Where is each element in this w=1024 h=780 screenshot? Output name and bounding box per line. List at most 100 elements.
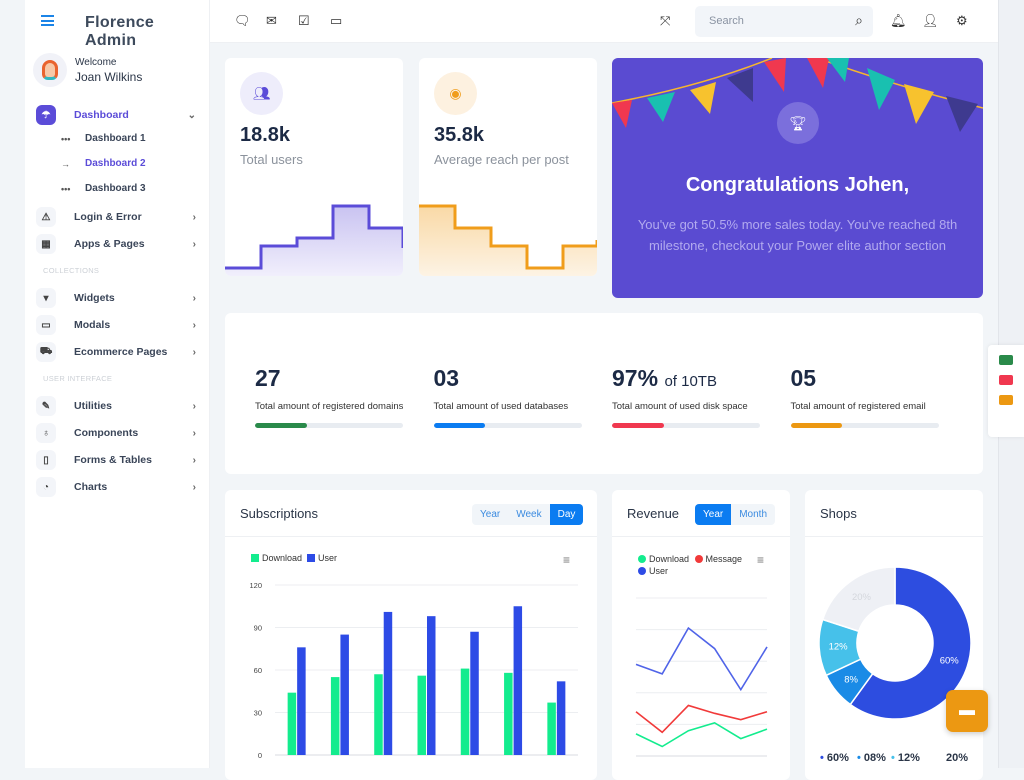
chart-legend: Download Message User [638, 553, 758, 577]
file-icon: ▯ [36, 450, 56, 470]
grid-icon: ▦ [36, 234, 56, 254]
sidebar-item-apps-pages[interactable]: ▦ Apps & Pages › [36, 233, 196, 255]
bar-download [547, 702, 556, 755]
stat-progress-bar [255, 423, 403, 428]
sidebar-item-label: Components [74, 427, 139, 439]
subscriptions-card: Subscriptions Year Week Day Download User … [225, 490, 597, 780]
money-icon[interactable] [999, 355, 1013, 365]
stat-value: 05 [790, 365, 817, 391]
stat-progress-bar [790, 423, 939, 428]
users-sparkline [225, 204, 403, 276]
legend-download[interactable]: Download [649, 554, 690, 564]
mail-icon[interactable]: ✉ [266, 13, 277, 28]
tab-week[interactable]: Week [516, 509, 542, 520]
stat-progress-bar [433, 423, 582, 428]
line-download [635, 721, 768, 748]
banner-title: Congratulations Johen, [685, 174, 910, 196]
legend-user[interactable]: User [318, 553, 338, 563]
revenue-card: Revenue Year Month Download Message User … [612, 490, 790, 780]
revenue-line-chart [635, 597, 768, 757]
chevron-down-icon: ⌄ [187, 109, 196, 121]
bar-user [297, 647, 306, 755]
card-title: Revenue [627, 506, 680, 521]
calendar-icon[interactable]: ▭ [330, 13, 343, 28]
sidebar-item-charts[interactable]: ◔ Charts › [36, 476, 196, 498]
sidebar-item-components[interactable]: ♁ Components › [36, 422, 196, 444]
sidebar-subitem-dashboard-3[interactable]: ••• Dashboard 3 [61, 183, 146, 194]
edit-icon: ✎ [36, 396, 56, 416]
fullscreen-icon[interactable]: ⤧ [660, 13, 671, 28]
chevron-right-icon: › [192, 238, 196, 250]
legend-message[interactable]: Message [705, 554, 743, 564]
welcome-text: Welcome [75, 56, 117, 68]
top-header: 🗨 ✉ ☑ ▭ ⤧ Search ⌕ 🔔︎ 👤︎ ⚙ [210, 0, 998, 43]
quick-widget-panel [988, 345, 1024, 437]
stat-label: Total amount of used databases [433, 401, 569, 412]
chevron-right-icon: › [192, 292, 196, 304]
sidebar-item-dashboard[interactable]: ☂ Dashboard ⌄ [36, 104, 196, 126]
legend-download[interactable]: Download [262, 553, 303, 563]
stat-value: 27 [255, 365, 281, 391]
sidebar-item-modals[interactable]: ▭ Modals › [36, 314, 196, 336]
sidebar-item-utilities[interactable]: ✎ Utilities › [36, 395, 196, 417]
stat-suffix: of 10TB [664, 373, 717, 390]
bar-download [374, 674, 383, 755]
bunting-decoration [612, 58, 983, 132]
card-label: Total users [240, 152, 303, 167]
chevron-right-icon: › [192, 481, 196, 493]
gear-icon[interactable]: ⚙ [956, 13, 968, 28]
search-icon[interactable]: ⌕ [855, 12, 863, 28]
slice-label: 8% [844, 674, 858, 685]
folder-icon[interactable] [999, 395, 1013, 405]
image-icon[interactable] [999, 375, 1013, 385]
chart-menu-icon[interactable]: ≡ [563, 553, 571, 567]
chat-icon[interactable]: 🗨 [234, 13, 251, 28]
sidebar-item-label: Apps & Pages [74, 238, 145, 250]
stat-item: 03 Total amount of used databases [433, 365, 584, 428]
bar-download [460, 668, 470, 755]
stat-value: 03 [433, 365, 460, 391]
legend-item: • 60% [820, 752, 849, 764]
chat-button[interactable]: ▬ [946, 690, 988, 732]
sidebar-item-login-error[interactable]: ⚠ Login & Error › [36, 206, 196, 228]
search-input[interactable]: Search ⌕ [695, 6, 873, 37]
sidebar-subitem-dashboard-2[interactable]: → Dashboard 2 [61, 158, 146, 169]
line-user [635, 626, 768, 692]
revenue-period-tabs: Year Month [695, 504, 776, 525]
arrow-right-icon: → [61, 158, 70, 169]
y-tick-label: 90 [254, 624, 262, 633]
legend-user[interactable]: User [649, 566, 669, 576]
stat-label: Total amount of registered email [790, 401, 926, 412]
chart-legend: Download User [251, 553, 337, 563]
bell-icon[interactable]: 🔔︎ [890, 13, 907, 28]
chart-menu-icon[interactable]: ≡ [757, 553, 765, 567]
user-profile: Welcome Joan Wilkins [33, 53, 142, 87]
chevron-right-icon: › [192, 346, 196, 358]
sidebar-item-label: Modals [74, 319, 111, 331]
tab-month[interactable]: Month [739, 509, 768, 520]
chevron-right-icon: › [192, 427, 196, 439]
line-message [635, 704, 768, 734]
legend-item: 20% [946, 752, 969, 764]
checkbox-icon[interactable]: ☑ [298, 13, 310, 28]
slice-label: 60% [940, 656, 960, 667]
avatar[interactable] [33, 53, 67, 87]
tab-day[interactable]: Day [549, 504, 584, 525]
bar-user [340, 634, 349, 755]
sidebar-item-forms-tables[interactable]: ▯ Forms & Tables › [36, 449, 196, 471]
sidebar-item-widgets[interactable]: ▾ Widgets › [36, 287, 196, 309]
chevron-right-icon: › [192, 211, 196, 223]
warning-icon: ⚠ [36, 207, 56, 227]
chevron-right-icon: › [192, 400, 196, 412]
chat-icon: ▬ [959, 702, 975, 719]
shops-card: Shops 60% 8% 12% 20% [805, 490, 983, 780]
bar-download [330, 677, 340, 755]
user-icon[interactable]: 👤︎ [922, 13, 939, 28]
tab-year[interactable]: Year [480, 509, 501, 520]
sidebar-item-ecommerce-pages[interactable]: ⛟ Ecommerce Pages › [36, 341, 196, 363]
sidebar-item-label: Utilities [74, 400, 112, 412]
modal-icon: ▭ [36, 315, 56, 335]
tab-year[interactable]: Year [695, 504, 732, 525]
hamburger-menu-icon[interactable] [41, 15, 54, 26]
sidebar-subitem-dashboard-1[interactable]: ••• Dashboard 1 [61, 133, 146, 144]
